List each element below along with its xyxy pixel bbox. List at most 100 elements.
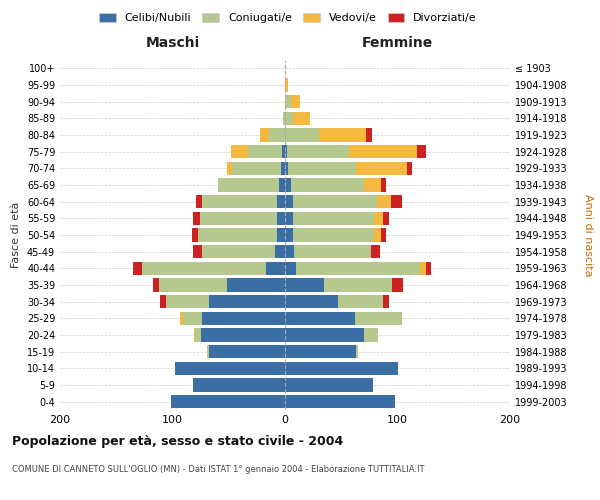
Bar xyxy=(202,245,275,258)
Bar xyxy=(182,312,202,325)
Bar xyxy=(293,195,377,208)
Bar xyxy=(202,195,277,208)
Bar xyxy=(281,162,285,175)
Text: Maschi: Maschi xyxy=(145,36,200,50)
Bar xyxy=(285,328,364,342)
Bar xyxy=(193,378,285,392)
Bar xyxy=(285,145,287,158)
Text: Popolazione per età, sesso e stato civile - 2004: Popolazione per età, sesso e stato civil… xyxy=(12,435,343,448)
Text: Anni di nascita: Anni di nascita xyxy=(583,194,593,276)
Bar xyxy=(199,228,277,241)
Bar xyxy=(380,178,386,192)
Bar xyxy=(420,262,425,275)
Text: COMUNE DI CANNETO SULL'OGLIO (MN) - Dati ISTAT 1° gennaio 2004 - Elaborazione TU: COMUNE DI CANNETO SULL'OGLIO (MN) - Dati… xyxy=(12,465,425,474)
Bar xyxy=(142,262,266,275)
Bar xyxy=(285,228,293,241)
Bar xyxy=(425,262,431,275)
Bar xyxy=(285,312,355,325)
Bar xyxy=(374,212,383,225)
Bar xyxy=(371,245,380,258)
Bar xyxy=(293,112,310,125)
Bar xyxy=(266,262,285,275)
Bar xyxy=(280,178,285,192)
Bar xyxy=(380,228,386,241)
Bar xyxy=(281,145,285,158)
Bar xyxy=(374,228,380,241)
Legend: Celibi/Nubili, Coniugati/e, Vedovi/e, Divorziati/e: Celibi/Nubili, Coniugati/e, Vedovi/e, Di… xyxy=(95,8,481,28)
Bar xyxy=(285,278,325,291)
Bar xyxy=(133,262,142,275)
Bar xyxy=(285,362,398,375)
Bar xyxy=(356,162,407,175)
Bar xyxy=(202,312,285,325)
Bar xyxy=(227,278,285,291)
Bar xyxy=(283,112,285,125)
Bar xyxy=(285,128,319,141)
Bar xyxy=(208,345,209,358)
Bar xyxy=(285,295,338,308)
Bar xyxy=(195,328,200,342)
Bar xyxy=(285,178,290,192)
Bar xyxy=(293,212,374,225)
Y-axis label: Fasce di età: Fasce di età xyxy=(11,202,21,268)
Bar xyxy=(193,245,202,258)
Bar xyxy=(277,195,285,208)
Bar xyxy=(285,162,289,175)
Bar xyxy=(218,178,280,192)
Bar xyxy=(391,195,402,208)
Bar xyxy=(209,345,285,358)
Bar xyxy=(364,178,380,192)
Bar xyxy=(285,195,293,208)
Bar xyxy=(285,78,289,92)
Bar xyxy=(416,145,425,158)
Bar xyxy=(356,345,358,358)
Bar xyxy=(289,162,356,175)
Bar xyxy=(196,195,202,208)
Bar xyxy=(285,245,294,258)
Bar xyxy=(293,228,374,241)
Bar xyxy=(194,328,195,342)
Text: Femmine: Femmine xyxy=(362,36,433,50)
Bar xyxy=(377,195,391,208)
Bar xyxy=(277,228,285,241)
Bar xyxy=(366,128,371,141)
Bar xyxy=(248,145,281,158)
Bar xyxy=(285,345,356,358)
Bar xyxy=(160,295,166,308)
Bar xyxy=(191,228,199,241)
Bar xyxy=(285,112,293,125)
Bar xyxy=(319,128,366,141)
Bar xyxy=(232,162,281,175)
Bar xyxy=(290,178,364,192)
Bar xyxy=(287,145,349,158)
Bar xyxy=(166,295,209,308)
Bar xyxy=(172,395,285,408)
Bar xyxy=(355,312,402,325)
Bar xyxy=(296,262,420,275)
Bar xyxy=(383,212,389,225)
Bar xyxy=(260,128,269,141)
Bar xyxy=(285,262,296,275)
Bar xyxy=(325,278,392,291)
Bar xyxy=(277,212,285,225)
Bar xyxy=(231,145,248,158)
Bar xyxy=(269,128,285,141)
Bar xyxy=(285,95,290,108)
Bar xyxy=(349,145,416,158)
Bar xyxy=(275,245,285,258)
Bar xyxy=(294,245,371,258)
Bar xyxy=(285,212,293,225)
Bar xyxy=(407,162,412,175)
Bar xyxy=(200,328,285,342)
Bar xyxy=(285,378,373,392)
Bar xyxy=(364,328,379,342)
Bar xyxy=(392,278,403,291)
Bar xyxy=(181,312,182,325)
Bar xyxy=(193,212,199,225)
Bar xyxy=(154,278,159,291)
Bar xyxy=(175,362,285,375)
Bar xyxy=(290,95,299,108)
Bar xyxy=(338,295,383,308)
Bar xyxy=(209,295,285,308)
Bar xyxy=(159,278,227,291)
